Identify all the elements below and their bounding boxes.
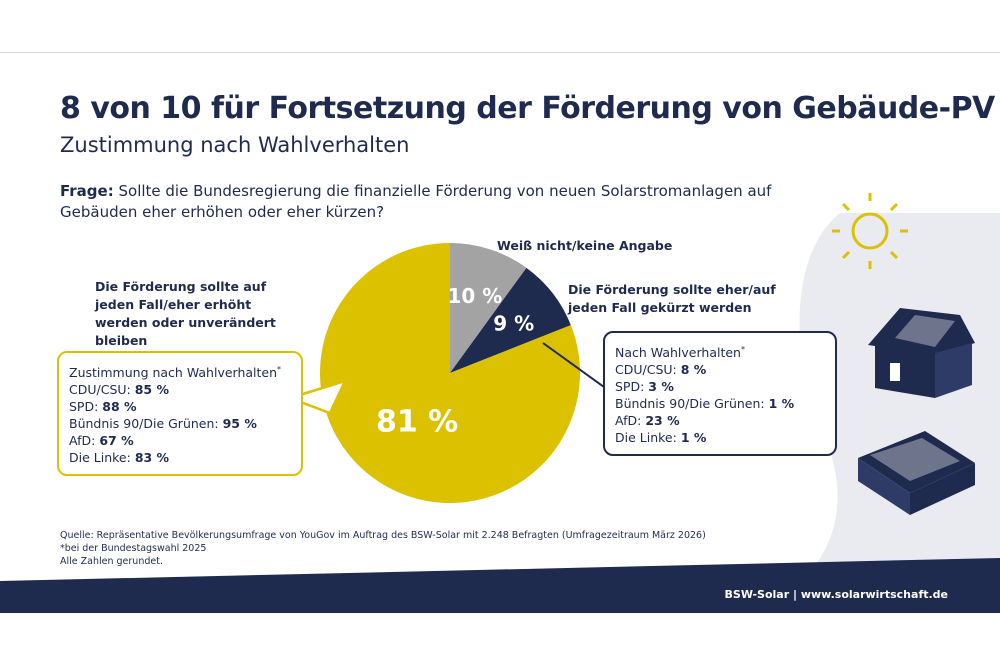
background-decoration: 10 % 9 % 81 % (0, 193, 1000, 613)
left-party-box: Zustimmung nach Wahlverhalten* CDU/CSU: … (57, 351, 303, 477)
right-box-row: SPD: 3 % (615, 379, 674, 395)
question-text: Sollte die Bundesregierung die finanziel… (60, 182, 772, 221)
source-line: Quelle: Repräsentative Bevölkerungsumfra… (60, 530, 706, 541)
left-box-row: CDU/CSU: 85 % (69, 382, 170, 398)
right-box-heading: Nach Wahlverhalten* (615, 345, 745, 361)
left-box-heading: Zustimmung nach Wahlverhalten* (69, 365, 282, 381)
slice-value-label: 9 % (493, 311, 534, 335)
footer-band (0, 558, 1000, 613)
right-party-box: Nach Wahlverhalten* CDU/CSU: 8 % SPD: 3 … (603, 331, 837, 457)
left-callout-pointer (286, 378, 348, 415)
right-box-row: Bündnis 90/Die Grünen: 1 % (615, 396, 795, 412)
question-prefix: Frage: (60, 182, 114, 200)
slice-value-label: 81 % (376, 404, 458, 439)
source-notes: Quelle: Repräsentative Bevölkerungsumfra… (60, 529, 706, 568)
hall-solar-icon (858, 431, 975, 515)
page-title: 8 von 10 für Fortsetzung der Förderung v… (60, 91, 995, 126)
question: Frage: Sollte die Bundesregierung die fi… (60, 181, 820, 223)
infographic: 10 % 9 % 81 % 8 von 10 für Fortsetzung der… (0, 52, 1000, 613)
house-solar-icon (868, 308, 975, 398)
right-box-row: Die Linke: 1 % (615, 430, 707, 446)
pie-chart: 10 % 9 % 81 % (319, 243, 581, 503)
pie-slice (319, 243, 581, 503)
label-increase: Die Förderung sollte auf jeden Fall/eher… (95, 279, 276, 348)
left-box-row: AfD: 67 % (69, 433, 134, 449)
label-dont-know: Weiß nicht/keine Angabe (497, 238, 673, 253)
page-subtitle: Zustimmung nach Wahlverhalten (60, 133, 410, 157)
left-box-row: Bündnis 90/Die Grünen: 95 % (69, 416, 257, 432)
left-box-row: SPD: 88 % (69, 399, 137, 415)
slice-value-label: 10 % (447, 284, 502, 308)
footer-link[interactable]: BSW-Solar | www.solarwirtschaft.de (724, 588, 948, 601)
left-box-row: Die Linke: 83 % (69, 450, 170, 466)
right-box-row: CDU/CSU: 8 % (615, 362, 707, 378)
footnote: *bei der Bundestagswahl 2025 (60, 543, 207, 554)
rounding-note: Alle Zahlen gerundet. (60, 556, 163, 567)
label-cut: Die Förderung sollte eher/auf jeden Fall… (568, 282, 776, 315)
right-box-row: AfD: 23 % (615, 413, 680, 429)
sun-icon (832, 193, 908, 269)
pie-slice (450, 243, 527, 373)
pie-slice (450, 267, 571, 373)
